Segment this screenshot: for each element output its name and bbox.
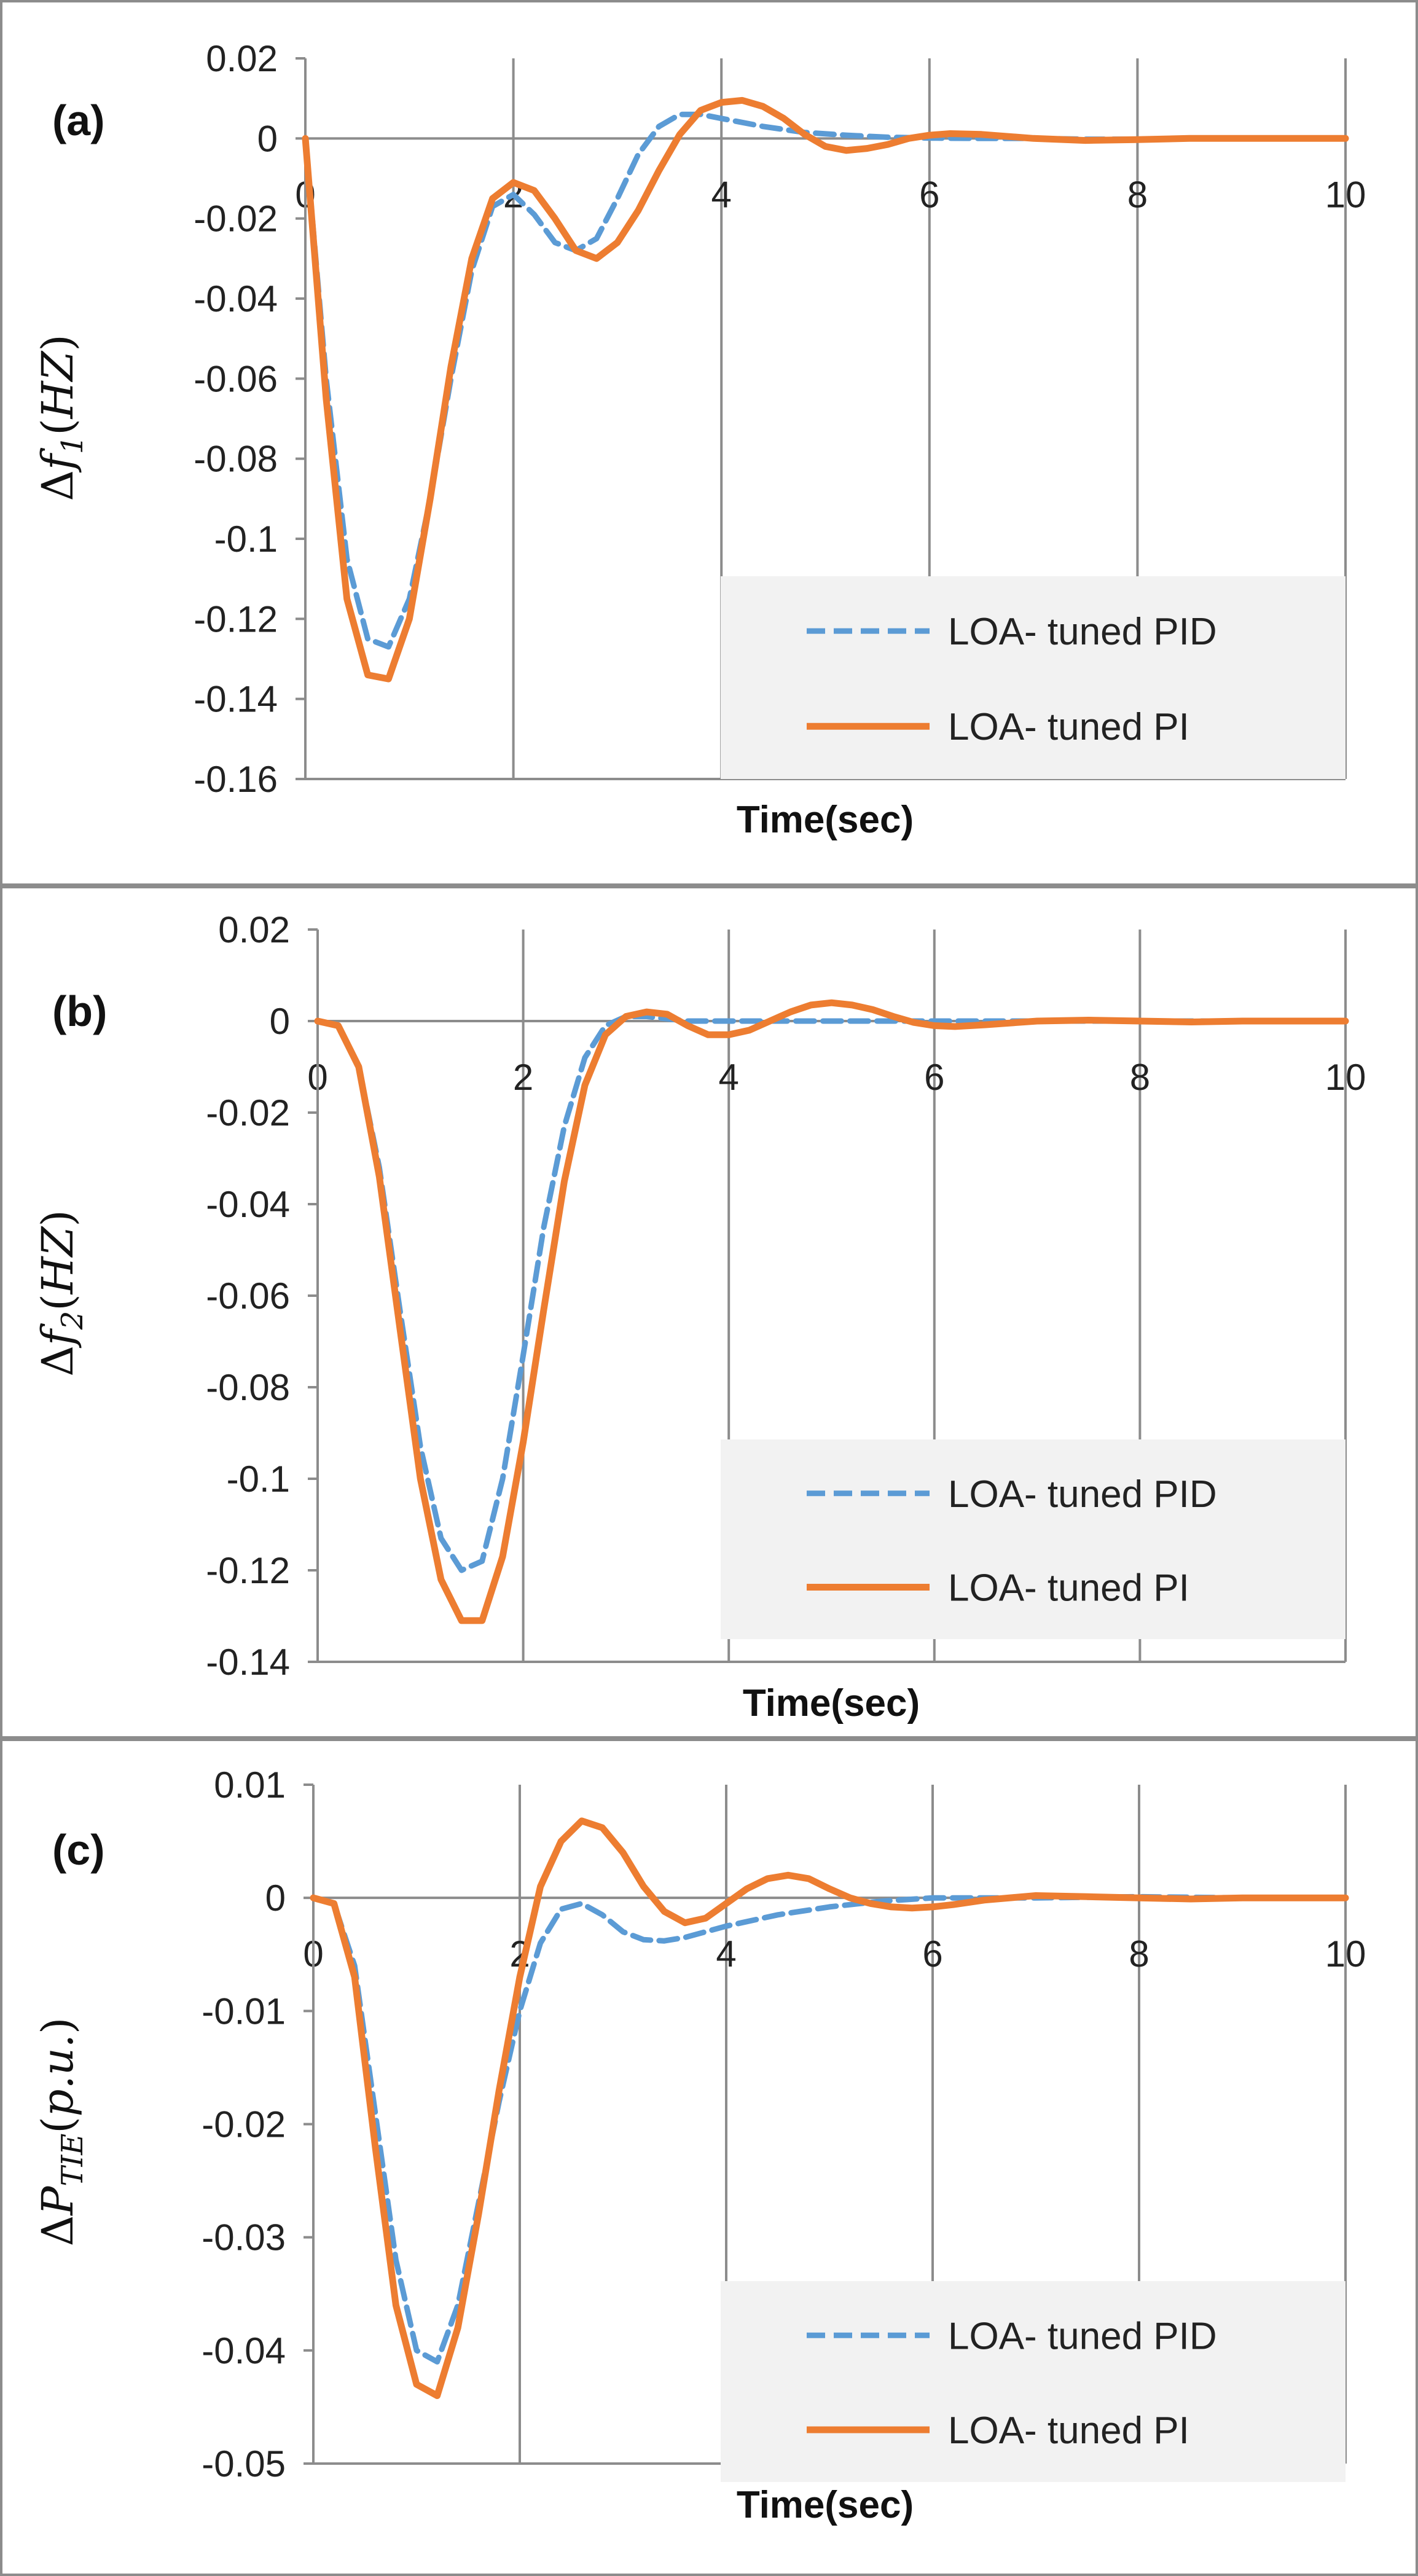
x-tick-label: 4 bbox=[719, 1057, 739, 1098]
y-tick-label: -0.14 bbox=[194, 679, 278, 720]
y-tick-label: 0 bbox=[270, 1001, 290, 1042]
y-tick-label: -0.16 bbox=[194, 759, 278, 800]
legend: LOA- tuned PID LOA- tuned PI bbox=[721, 576, 1346, 779]
legend-label-pid: LOA- tuned PID bbox=[948, 2315, 1217, 2357]
y-label-open-paren: ( bbox=[33, 418, 83, 435]
y-tick-label: 0 bbox=[257, 118, 278, 159]
x-tick-label: 6 bbox=[924, 1057, 944, 1098]
x-tick-label: 2 bbox=[513, 1057, 533, 1098]
y-tick-label: -0.04 bbox=[194, 278, 278, 319]
y-label-open-paren: ( bbox=[33, 2116, 83, 2133]
legend: LOA- tuned PID LOA- tuned PI bbox=[721, 1439, 1346, 1639]
y-tick-label: -0.1 bbox=[227, 1458, 290, 1500]
panel-label: (a) bbox=[52, 96, 105, 144]
panel-border bbox=[0, 1739, 1418, 2576]
y-label-close-paren: ) bbox=[33, 1210, 83, 1226]
y-tick-label: 0 bbox=[265, 1877, 286, 1919]
series-line-pi bbox=[314, 999, 1349, 1624]
legend-label-pi: LOA- tuned PI bbox=[948, 1567, 1189, 1610]
y-label-unit: p.u. bbox=[33, 2034, 83, 2116]
y-tick-label: -0.02 bbox=[202, 2104, 286, 2145]
y-label-close-paren: ) bbox=[33, 2018, 83, 2034]
x-axis-label: Time(sec) bbox=[743, 1682, 920, 1725]
series-line-pi bbox=[310, 1817, 1349, 2399]
y-label-symbol: Δ bbox=[33, 470, 83, 501]
y-tick-label: -0.12 bbox=[194, 598, 278, 640]
series-line-pid bbox=[310, 1893, 1349, 2365]
x-tick-label: 8 bbox=[1127, 174, 1148, 215]
y-tick-label: -0.01 bbox=[202, 1991, 286, 2032]
y-tick-label: -0.08 bbox=[194, 439, 278, 480]
legend-box bbox=[721, 1439, 1346, 1639]
y-tick-label: -0.02 bbox=[194, 198, 278, 240]
chart-panel-c: 0 2 4 6 8 100.010-0.01-0.02-0.03-0.04-0.05LOA… bbox=[0, 1739, 1418, 2576]
x-tick-label: 6 bbox=[922, 1933, 942, 1975]
x-tick-label: 10 bbox=[1325, 1933, 1366, 1975]
y-tick-label: -0.06 bbox=[206, 1275, 290, 1317]
y-axis-label: Δf1(HZ) bbox=[33, 334, 90, 501]
panel-label: (b) bbox=[52, 987, 107, 1035]
panel-border bbox=[0, 886, 1418, 1739]
y-tick-label: 0.02 bbox=[218, 909, 290, 950]
x-tick-label: 10 bbox=[1325, 1057, 1366, 1098]
x-tick-label: 6 bbox=[919, 174, 939, 215]
y-tick-label: -0.14 bbox=[206, 1642, 290, 1683]
y-tick-label: -0.06 bbox=[194, 358, 278, 399]
x-tick-label: 10 bbox=[1325, 174, 1366, 215]
y-label-subscript: 2 bbox=[55, 1311, 90, 1331]
y-tick-label: 0.02 bbox=[206, 38, 278, 79]
y-tick-label: -0.1 bbox=[214, 519, 278, 560]
y-label-unit: HZ bbox=[33, 350, 83, 420]
legend-box bbox=[721, 576, 1346, 779]
y-label-variable: P bbox=[33, 2185, 83, 2217]
series-line-pid bbox=[315, 1014, 1349, 1573]
x-tick-label: 8 bbox=[1129, 1933, 1149, 1975]
x-axis-label: Time(sec) bbox=[737, 2484, 914, 2526]
y-label-unit: HZ bbox=[33, 1226, 83, 1295]
panel-border bbox=[0, 0, 1418, 886]
y-axis-label: ΔPTIE(p.u.) bbox=[33, 2018, 90, 2247]
y-tick-label: 0.01 bbox=[214, 1764, 286, 1806]
y-tick-label: -0.04 bbox=[206, 1184, 290, 1225]
series-line-pi bbox=[302, 96, 1349, 683]
legend-label-pi: LOA- tuned PI bbox=[948, 2410, 1189, 2452]
y-label-symbol: Δ bbox=[33, 1345, 83, 1377]
y-tick-label: -0.03 bbox=[202, 2217, 286, 2258]
y-tick-label: -0.08 bbox=[206, 1367, 290, 1408]
y-label-subscript: 1 bbox=[55, 436, 90, 455]
x-axis-label: Time(sec) bbox=[737, 799, 914, 841]
x-tick-label: 4 bbox=[716, 1933, 736, 1975]
x-tick-label: 8 bbox=[1130, 1057, 1150, 1098]
y-label-close-paren: ) bbox=[33, 334, 83, 351]
y-axis-label: Δf2(HZ) bbox=[33, 1210, 90, 1376]
legend-box bbox=[721, 2281, 1346, 2482]
panel-label: (c) bbox=[52, 1826, 105, 1874]
legend-label-pid: LOA- tuned PID bbox=[948, 611, 1217, 653]
legend: LOA- tuned PID LOA- tuned PI bbox=[721, 2281, 1346, 2482]
y-label-symbol: Δ bbox=[33, 2215, 83, 2247]
chart-panel-b: 0 2 4 6 8 100.020-0.02-0.04-0.06-0.08-0.1-0.1… bbox=[0, 886, 1418, 1739]
y-tick-label: -0.02 bbox=[206, 1092, 290, 1133]
y-label-subscript: TIE bbox=[55, 2134, 90, 2186]
legend-label-pi: LOA- tuned PI bbox=[948, 706, 1189, 748]
legend-label-pid: LOA- tuned PID bbox=[948, 1473, 1217, 1516]
y-tick-label: -0.05 bbox=[202, 2443, 286, 2484]
x-tick-label: 4 bbox=[711, 174, 732, 215]
chart-panel-a: 0 2 4 6 8 100.020-0.02-0.04-0.06-0.08-0.1-0.1… bbox=[0, 0, 1418, 886]
y-tick-label: -0.04 bbox=[202, 2330, 286, 2371]
y-label-open-paren: ( bbox=[33, 1294, 83, 1310]
y-tick-label: -0.12 bbox=[206, 1550, 290, 1591]
